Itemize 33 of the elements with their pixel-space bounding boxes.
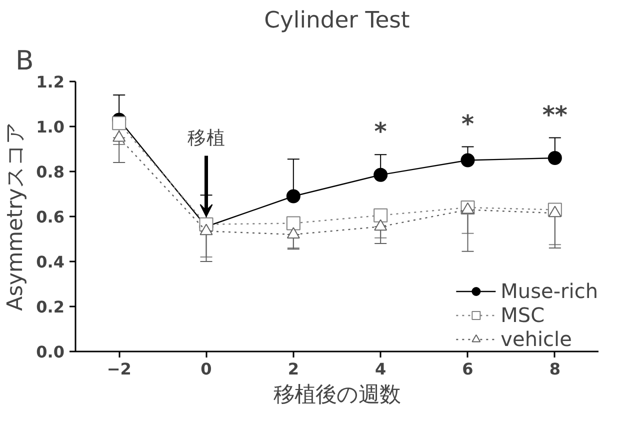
point [200, 224, 213, 236]
y-tick-label: 1.0 [36, 118, 64, 136]
annotation: * [461, 110, 474, 138]
point [286, 227, 300, 238]
y-tick-label: 0.8 [36, 162, 64, 182]
legend-label: vehicle [500, 327, 572, 351]
point [374, 219, 388, 231]
annotation: * [374, 118, 388, 146]
x-tick-label: 2 [288, 360, 299, 378]
chart-title: Cylinder Test [264, 8, 410, 34]
x-tick-label: 4 [375, 360, 386, 378]
x-tick-label: 6 [462, 360, 474, 378]
legend-label: MSC [500, 303, 545, 327]
point [548, 206, 562, 218]
x-tick-label: 8 [549, 360, 560, 378]
legend-label: Muse-rich [500, 279, 598, 303]
y-tick-label: 0.6 [36, 208, 64, 226]
text: B [16, 46, 34, 76]
annotation: ** [542, 100, 568, 129]
y-tick-label: 0.4 [36, 252, 64, 272]
x-axis-title: 移植後の週数 [274, 382, 400, 408]
y-tick-label: 0.0 [36, 342, 64, 362]
point [286, 189, 300, 204]
x-tick-label: −2 [106, 360, 132, 378]
y-axis-title: Asymmetryスコア [3, 122, 28, 311]
y-tick-label: 1.2 [36, 72, 64, 92]
y-tick-label: 0.2 [36, 298, 64, 316]
point [374, 168, 388, 182]
point [112, 116, 126, 130]
annotation: 移植 [187, 128, 226, 149]
point [460, 153, 475, 168]
point [548, 151, 562, 165]
x-tick-label: 0 [200, 360, 212, 378]
